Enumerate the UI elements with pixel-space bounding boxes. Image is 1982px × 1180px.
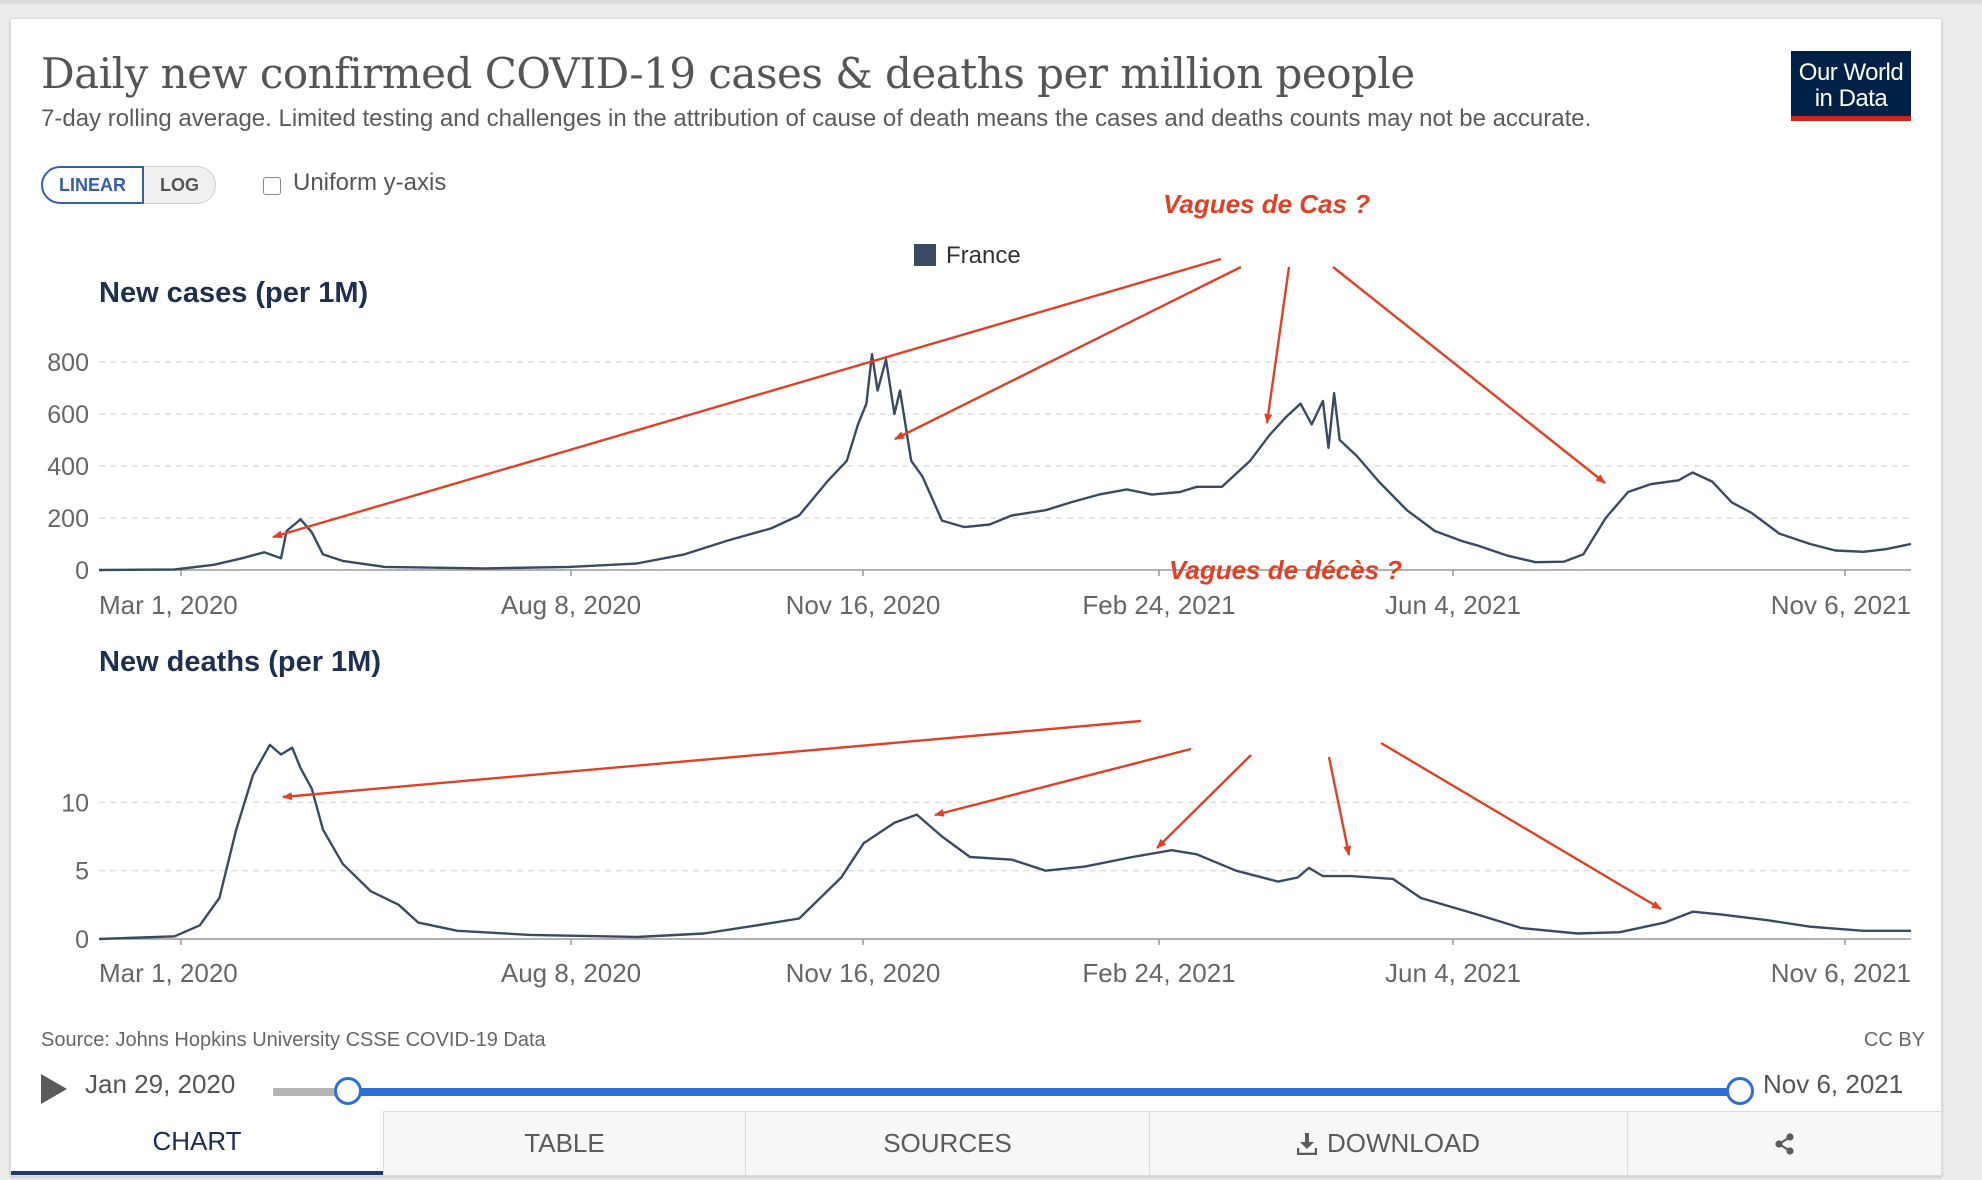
logo-line-1: Our World — [1798, 59, 1904, 86]
timeline-selected-range[interactable] — [348, 1088, 1740, 1096]
deaths-waves-label: Vagues de décès ? — [1169, 555, 1402, 585]
download-icon — [1296, 1132, 1317, 1155]
chart-subtitle: 7-day rolling average. Limited testing a… — [41, 105, 1592, 132]
tab-table[interactable]: TABLE — [383, 1111, 745, 1175]
share-icon — [1774, 1132, 1794, 1155]
y-tick-label: 0 — [75, 557, 89, 585]
deaths-waves-annotation: Vagues de décès ? — [282, 555, 1662, 911]
tab-chart-label: CHART — [152, 1125, 242, 1156]
scale-toggle: LINEAR LOG — [41, 166, 216, 204]
uniform-y-axis-checkbox[interactable] — [263, 177, 281, 195]
x-tick-label: Feb 24, 2021 — [1082, 958, 1235, 988]
tab-sources-label: SOURCES — [883, 1128, 1012, 1158]
uniform-y-axis-label: Uniform y-axis — [293, 169, 447, 196]
license-link[interactable]: CC BY — [1863, 1029, 1925, 1051]
panel-title: New cases (per 1M) — [99, 277, 368, 309]
annotation-arrow — [1264, 266, 1291, 424]
annotation-arrow — [1332, 266, 1606, 484]
window-top-edge — [0, 0, 1982, 4]
x-tick-label: Jun 4, 2021 — [1385, 958, 1521, 988]
x-tick-label: Nov 6, 2021 — [1771, 590, 1911, 620]
tab-download[interactable]: DOWNLOAD — [1149, 1111, 1627, 1175]
chart-title: Daily new confirmed COVID-19 cases & dea… — [41, 49, 1415, 98]
y-tick-label: 10 — [61, 789, 89, 817]
y-tick-label: 200 — [47, 505, 89, 533]
annotation-arrow — [282, 719, 1142, 801]
y-tick-label: 400 — [47, 453, 89, 481]
tab-download-label: DOWNLOAD — [1326, 1128, 1481, 1158]
timeline-start-label: Jan 29, 2020 — [85, 1069, 236, 1099]
source-note: Source: Johns Hopkins University CSSE CO… — [41, 1029, 546, 1051]
x-tick-label: Feb 24, 2021 — [1082, 590, 1235, 620]
charts-area: France New cases (per 1M) 0 200 400 600 800 Ma… — [47, 189, 1912, 988]
x-tick-label: Aug 8, 2020 — [501, 958, 641, 988]
tab-sources[interactable]: SOURCES — [745, 1111, 1149, 1175]
x-tick-label: Mar 1, 2020 — [99, 958, 238, 988]
series-line-france[interactable] — [98, 743, 1911, 941]
timeline-end-handle[interactable] — [1726, 1077, 1754, 1105]
chart-card: Daily new confirmed COVID-19 cases & dea… — [10, 18, 1942, 1176]
annotation-arrow — [1380, 741, 1662, 911]
cases-waves-label: Vagues de Cas ? — [1163, 189, 1370, 219]
cases-chart: New cases (per 1M) 0 200 400 600 800 Mar 1, 20… — [47, 277, 1912, 620]
timeline-start-handle[interactable] — [334, 1077, 362, 1105]
series-line-france[interactable] — [98, 353, 1912, 572]
uniform-y-axis-option[interactable]: Uniform y-axis — [263, 169, 446, 197]
y-tick-label: 0 — [75, 926, 89, 954]
x-tick-label: Aug 8, 2020 — [501, 590, 641, 620]
linear-scale-button[interactable]: LINEAR — [41, 166, 144, 204]
timeline-track[interactable] — [273, 1088, 348, 1096]
x-tick-label: Nov 6, 2021 — [1771, 958, 1911, 988]
x-tick-label: Nov 16, 2020 — [786, 590, 941, 620]
deaths-chart: New deaths (per 1M) 0 5 10 Mar 1, 2020 Aug 8,… — [61, 646, 1911, 988]
tab-chart[interactable]: CHART — [11, 1111, 383, 1175]
tab-share[interactable] — [1627, 1111, 1941, 1175]
y-tick-label: 800 — [47, 349, 89, 377]
annotation-arrow — [1156, 754, 1252, 849]
play-icon[interactable] — [41, 1074, 67, 1104]
logo-line-2: in Data — [1814, 85, 1888, 112]
legend[interactable]: France — [914, 242, 1021, 269]
timeline-end-label: Nov 6, 2021 — [1763, 1069, 1904, 1099]
legend-label-france: France — [946, 242, 1021, 269]
tab-table-label: TABLE — [524, 1128, 605, 1158]
x-tick-label: Jun 4, 2021 — [1385, 590, 1521, 620]
annotation-arrow — [934, 747, 1192, 817]
log-scale-button[interactable]: LOG — [144, 166, 216, 204]
x-tick-label: Mar 1, 2020 — [99, 590, 238, 620]
annotation-arrow — [1327, 756, 1352, 856]
panel-title: New deaths (per 1M) — [99, 646, 381, 678]
annotation-arrow — [272, 257, 1222, 539]
x-tick-label: Nov 16, 2020 — [786, 958, 941, 988]
y-tick-label: 600 — [47, 401, 89, 429]
annotation-arrow — [894, 265, 1242, 441]
cases-waves-annotation: Vagues de Cas ? — [272, 189, 1606, 539]
owid-logo[interactable]: Our World in Data — [1791, 51, 1911, 121]
bottom-tab-bar: CHART TABLE SOURCES DOWNLOAD — [11, 1111, 1941, 1175]
y-tick-label: 5 — [75, 858, 89, 886]
legend-swatch-france — [914, 244, 936, 266]
